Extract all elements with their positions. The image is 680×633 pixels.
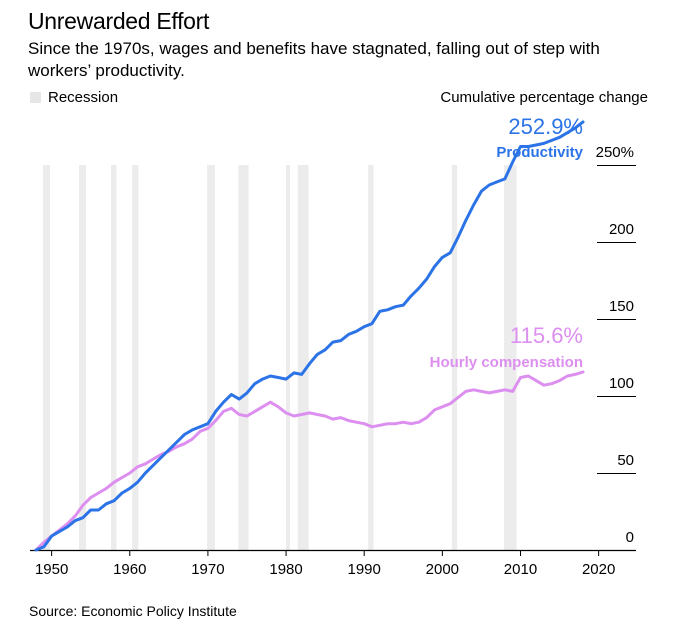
- recession-band: [43, 165, 51, 550]
- y-tick-label: 100: [609, 375, 634, 392]
- productivity-line: [34, 120, 585, 552]
- recession-band: [368, 165, 374, 550]
- recession-band: [297, 165, 309, 550]
- y-tick-label: 0: [626, 529, 634, 546]
- compensation-line: [34, 370, 585, 552]
- y-tick-label: 150: [609, 298, 634, 315]
- recession-band: [504, 165, 517, 550]
- recession-band: [286, 165, 290, 550]
- x-tick-label: 1950: [35, 561, 68, 578]
- chart-subtitle: Since the 1970s, wages and benefits have…: [28, 39, 600, 80]
- recession-band: [132, 165, 139, 550]
- x-tick-label: 1990: [348, 561, 381, 578]
- recession-band: [238, 165, 249, 550]
- y-tick-label: 250%: [596, 144, 634, 161]
- productivity-end-value: 252.9%: [508, 114, 583, 139]
- x-tick-label: 1960: [113, 561, 146, 578]
- recession-swatch: [30, 92, 41, 103]
- recession-band: [111, 165, 117, 550]
- compensation-series-label: Hourly compensation: [430, 354, 583, 371]
- x-tick-label: 2010: [504, 561, 537, 578]
- unit-note: Cumulative percentage change: [440, 89, 648, 106]
- productivity-series-label: Productivity: [496, 144, 583, 161]
- legend-recession-label: Recession: [48, 89, 119, 106]
- x-tick-label: 2020: [582, 561, 615, 578]
- source-note: Source: Economic Policy Institute: [29, 603, 237, 619]
- recession-band: [451, 165, 458, 550]
- x-tick-label: 1980: [269, 561, 302, 578]
- y-tick-label: 50: [617, 452, 634, 469]
- recession-band: [207, 165, 215, 550]
- compensation-end-value: 115.6%: [510, 323, 583, 348]
- x-tick-label: 1970: [191, 561, 224, 578]
- x-tick-label: 2000: [426, 561, 459, 578]
- recession-band: [78, 165, 87, 550]
- legend: Recession: [30, 89, 118, 106]
- y-tick-label: 200: [609, 221, 634, 238]
- chart-title: Unrewarded Effort: [28, 8, 210, 34]
